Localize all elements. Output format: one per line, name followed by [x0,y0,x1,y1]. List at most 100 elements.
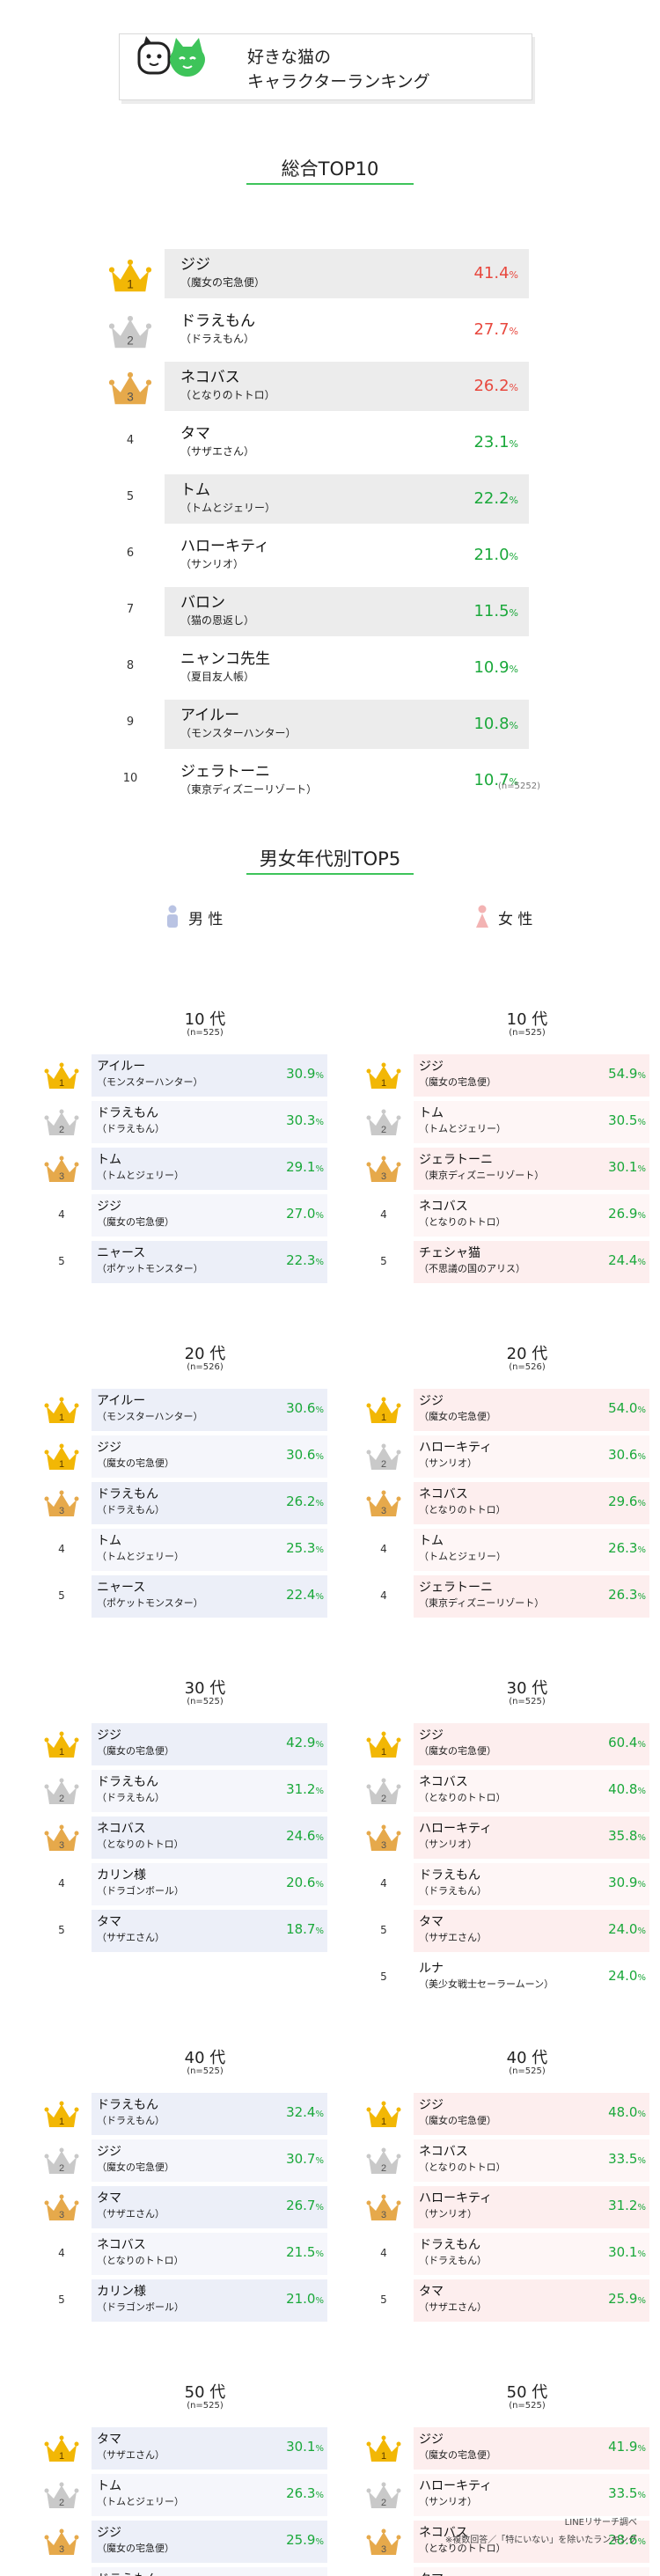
percentage-value: 11.5 [473,602,510,620]
rank-number: 4 [58,1208,65,1221]
character-name: ジジ [97,2145,121,2159]
character-source: （モンスターハンター） [180,727,297,739]
percentage: 41.4% [473,264,518,285]
row-background [414,1389,649,1431]
percentage-value: 29.6 [608,1493,638,1509]
percentage-value: 21.0 [473,546,510,564]
male-age-heading: 40 代 [184,2049,226,2067]
overall-rank-row: 7 バロン （猫の恩返し） 11.5% [108,587,529,636]
percentage: 26.3% [282,2485,324,2501]
percentage-unit: % [637,2491,646,2500]
character-source: （となりのトトロ） [97,2255,184,2266]
percentage-value: 30.9 [608,1875,638,1890]
crown-icon: 3 [44,1489,79,1519]
percentage: 21.0% [473,546,518,567]
row-background [92,1241,327,1283]
character-name: ドラえもん [97,1775,158,1789]
percentage-value: 25.9 [608,2291,638,2307]
svg-text:3: 3 [381,1506,386,1516]
character-name: ネコバス [180,369,240,386]
percentage: 48.0% [604,2104,646,2120]
character-name: カリン様 [97,2285,146,2299]
svg-text:1: 1 [59,2451,64,2462]
crown-icon: 1 [44,1442,79,1472]
crown-icon: 2 [44,1108,79,1138]
percentage-value: 42.9 [286,1735,316,1750]
rank-number: 5 [58,1589,65,1602]
character-source: （魔女の宅急便） [419,1411,496,1422]
percentage-unit: % [315,2203,324,2213]
percentage-unit: % [315,1740,324,1750]
percentage: 54.0% [604,1400,646,1416]
percentage: 60.4% [604,1735,646,1750]
percentage-value: 29.1 [286,1159,316,1175]
percentage: 25.9% [604,2291,646,2307]
percentage-unit: % [637,1118,646,1127]
crown-icon: 3 [44,1824,79,1853]
percentage-unit: % [637,2444,646,2454]
female-rank-row: 5 タマ （サザエさん） 25.9% [366,2279,649,2322]
female-rank-row: 1 ジジ （魔女の宅急便） 48.0% [366,2093,649,2135]
overall-rank-row: 5 トム （トムとジェリー） 22.2% [108,474,529,524]
character-name: ジジ [419,2098,444,2112]
age-section-title: 男女年代別TOP5 [259,848,401,870]
row-background [92,1910,327,1952]
percentage-value: 30.6 [286,1400,316,1416]
svg-text:1: 1 [381,1413,386,1423]
percentage-unit: % [315,2537,324,2547]
percentage: 24.0% [604,1968,646,1984]
percentage-unit: % [315,1405,324,1415]
overall-rank-row: 3 ネコバス （となりのトトロ） 26.2% [108,362,529,411]
character-source: （モンスターハンター） [97,1076,203,1088]
row-background [165,700,529,749]
percentage-unit: % [637,1211,646,1221]
percentage-unit: % [315,2444,324,2454]
character-source: （魔女の宅急便） [419,2449,496,2461]
male-rank-row: 3 ネコバス （となりのトトロ） 24.6% [44,1816,327,1859]
row-background [414,1241,649,1283]
character-name: トム [97,2479,121,2493]
percentage-value: 22.3 [286,1252,316,1268]
percentage-unit: % [509,664,518,675]
female-label: 女 性 [498,911,533,928]
percentage-value: 30.5 [608,1112,638,1128]
svg-text:2: 2 [127,334,134,348]
male-age-sample-note: (n=525) [187,1697,224,1706]
character-source: （ドラえもん） [419,2255,487,2266]
svg-text:3: 3 [59,1506,64,1516]
percentage: 10.7% [473,771,518,792]
character-name: ネコバス [419,2145,468,2159]
character-source: （東京ディズニーリゾート） [419,1597,545,1609]
character-name: ネコバス [419,1200,468,1214]
overall-rank-row: 10 ジェラトーニ （東京ディズニーリゾート） 10.7% [108,756,529,805]
percentage-unit: % [315,1211,324,1221]
crown-icon: 1 [108,258,152,293]
percentage-unit: % [315,1833,324,1843]
percentage: 11.5% [473,602,518,623]
percentage-value: 30.1 [286,2439,316,2455]
percentage-unit: % [509,776,518,788]
male-age-sample-note: (n=525) [187,2401,224,2411]
svg-text:2: 2 [59,1794,64,1804]
percentage-unit: % [315,2110,324,2119]
character-source: （ドラゴンボール） [97,2301,184,2313]
character-name: ジジ [419,1728,444,1743]
svg-text:3: 3 [59,1840,64,1851]
percentage: 24.4% [604,1252,646,1268]
male-rank-row: 4 ネコバス （となりのトトロ） 21.5% [44,2233,327,2275]
character-name: タマ [419,1915,444,1929]
overall-rank-row: 6 ハローキティ （サンリオ） 21.0% [108,531,529,580]
row-background [92,2427,327,2470]
row-background [414,1194,649,1237]
row-background [92,1816,327,1859]
character-source: （ポケットモンスター） [97,1597,203,1609]
rank-number: 4 [380,1208,387,1221]
character-source: （ドラゴンボール） [97,1885,184,1897]
percentage: 42.9% [282,1735,324,1750]
male-rank-row: 1 アイルー （モンスターハンター） 30.6% [44,1389,327,1431]
rank-number: 5 [58,2293,65,2306]
row-background [414,1863,649,1905]
rank-number: 4 [58,1543,65,1555]
character-source: （夏目友人帳） [180,671,255,683]
percentage-value: 25.9 [286,2532,316,2548]
